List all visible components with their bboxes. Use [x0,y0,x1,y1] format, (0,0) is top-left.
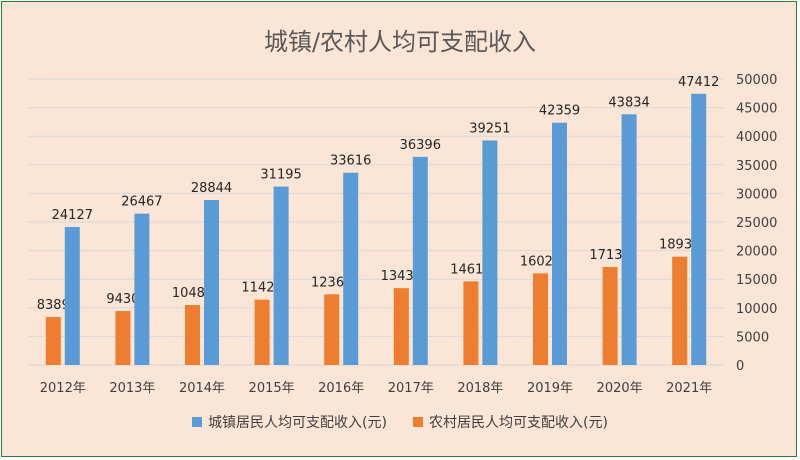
legend-label-rural: 农村居民人均可支配收入(元) [429,415,608,431]
legend-item-rural: 农村居民人均可支配收入(元) [413,412,608,432]
data-label-urban: 33616 [330,154,371,169]
legend: 城镇居民人均可支配收入(元) 农村居民人均可支配收入(元) [2,412,798,432]
x-category-label: 2019年 [527,381,573,396]
data-label-urban: 26467 [121,195,162,210]
y-tick-label: 45000 [736,102,777,117]
bar-urban [482,140,498,365]
y-tick-label: 30000 [736,187,777,202]
data-label-rural: 11422 [241,281,282,296]
bar-urban [134,213,150,365]
data-label-urban: 36396 [400,138,441,153]
bar-rural [533,273,548,365]
bar-urban [273,186,289,365]
x-category-label: 2020年 [597,381,643,396]
bar-urban [621,114,637,365]
y-tick-label: 0 [736,359,744,374]
x-category-label: 2021年 [666,381,712,396]
bar-rural [115,311,131,365]
data-label-rural: 9430 [106,292,139,307]
bar-urban [412,156,428,365]
bar-rural [393,288,409,365]
x-category-label: 2018年 [457,381,503,396]
bar-rural [602,267,618,365]
data-label-rural: 12363 [311,275,352,290]
data-label-urban: 24127 [52,208,93,223]
y-tick-label: 20000 [736,245,777,260]
y-tick-label: 15000 [736,273,777,288]
legend-swatch-rural [413,417,423,427]
y-tick-label: 5000 [736,330,769,345]
bar-rural [254,299,270,365]
x-category-label: 2017年 [388,381,434,396]
data-label-rural: 14617 [450,262,491,277]
legend-item-urban: 城镇居民人均可支配收入(元) [192,412,387,432]
x-category-label: 2015年 [249,381,295,396]
bar-rural [463,281,479,365]
plot-area: 0 5000 10000 15000 20000 25000 30000 35000 40000… [28,73,777,396]
data-label-rural: 18931 [659,238,700,253]
bar-rural [45,317,61,365]
y-tick-label: 10000 [736,302,777,317]
legend-label-urban: 城镇居民人均可支配收入(元) [208,415,387,431]
y-tick-label: 50000 [736,73,777,88]
bar-urban [552,122,567,366]
data-label-urban: 43834 [608,95,649,110]
data-label-rural: 17131 [589,248,630,263]
bar-rural [672,256,688,365]
x-category-label: 2012年 [40,381,86,396]
chart-title: 城镇/农村人均可支配收入 [263,28,537,56]
data-label-rural: 8389 [37,298,70,313]
y-tick-label: 35000 [736,159,777,174]
data-label-urban: 31195 [260,168,301,183]
bar-rural [185,305,200,365]
bar-urban [204,200,219,365]
bar-rural [324,294,340,365]
x-category-label: 2016年 [318,381,364,396]
x-category-label: 2013年 [109,381,155,396]
legend-swatch-urban [192,417,203,427]
y-tick-label: 25000 [736,216,777,231]
data-label-rural: 16021 [520,254,561,269]
bar-urban [343,172,359,365]
bar-urban [64,226,80,365]
data-label-urban: 42359 [539,104,580,119]
y-tick-label: 40000 [736,130,777,145]
data-label-rural: 10489 [172,286,213,301]
bar-urban [691,93,707,366]
data-label-rural: 13432 [381,269,422,284]
data-label-urban: 47412 [678,75,719,90]
x-category-label: 2014年 [179,381,225,396]
data-label-urban: 28844 [191,181,232,196]
data-label-urban: 39251 [469,121,510,136]
